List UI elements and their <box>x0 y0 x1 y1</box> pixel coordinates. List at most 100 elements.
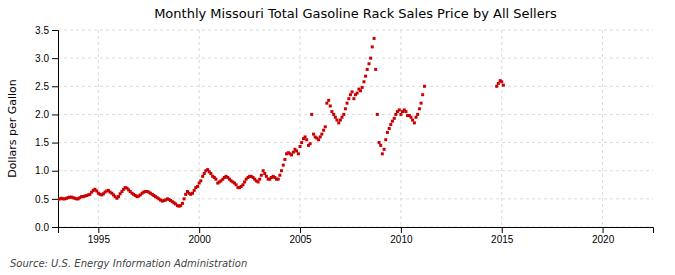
y-tick-mark <box>52 86 58 87</box>
point <box>191 192 194 195</box>
point <box>409 116 412 119</box>
point <box>351 90 354 93</box>
point <box>352 97 355 100</box>
point <box>199 179 202 182</box>
point <box>359 89 362 92</box>
point <box>418 107 421 110</box>
x-tick-label: 2010 <box>390 234 413 245</box>
point <box>262 169 265 172</box>
y-tick-label: 2.0 <box>35 109 49 120</box>
point <box>386 131 389 134</box>
y-tick-mark <box>52 58 58 59</box>
grid-line-x <box>98 30 99 227</box>
point <box>305 138 308 141</box>
point <box>416 113 419 116</box>
point <box>243 180 246 183</box>
x-tick-label: 1995 <box>88 234 111 245</box>
point <box>241 183 244 186</box>
grid-line-x <box>501 30 502 227</box>
grid-line-x <box>199 30 200 227</box>
point <box>378 141 381 144</box>
y-tick-label: 1.0 <box>35 165 49 176</box>
point <box>374 68 377 71</box>
x-tick: 2000 <box>189 227 212 245</box>
point <box>502 84 505 87</box>
point <box>368 62 371 65</box>
point <box>371 45 374 48</box>
points <box>58 37 505 208</box>
y-axis-line <box>52 31 59 228</box>
x-tick: 1995 <box>88 227 111 245</box>
y-tick-label: 3.5 <box>35 25 49 36</box>
grid-line-x <box>400 30 401 227</box>
point <box>117 195 120 198</box>
point <box>312 133 315 136</box>
point <box>389 123 392 126</box>
point <box>319 135 322 138</box>
point <box>309 142 312 145</box>
point <box>280 169 283 172</box>
y-tick-label: 3.0 <box>35 53 49 64</box>
point <box>373 37 376 40</box>
point <box>257 180 260 183</box>
point <box>334 116 337 119</box>
x-tick-mark <box>502 227 503 233</box>
point <box>300 141 303 144</box>
point <box>391 120 394 123</box>
point <box>184 193 187 196</box>
point <box>413 121 416 124</box>
y-tick-mark <box>52 227 58 228</box>
point <box>265 175 268 178</box>
point <box>347 97 350 100</box>
point <box>277 178 280 181</box>
point <box>201 175 204 178</box>
point <box>500 80 503 83</box>
point <box>329 104 332 107</box>
x-tick-label: 2015 <box>491 234 514 245</box>
source-note: Source: U.S. Energy Information Administ… <box>10 258 247 269</box>
point <box>399 113 402 116</box>
point <box>356 92 359 95</box>
y-tick: 0.5 <box>35 194 58 205</box>
y-tick: 2.5 <box>35 81 58 92</box>
y-tick: 1.5 <box>35 137 58 148</box>
point <box>344 107 347 110</box>
point <box>317 138 320 141</box>
point <box>209 172 212 175</box>
point <box>398 108 401 111</box>
plot: 1995200020052010201520200.00.51.01.52.02… <box>35 25 653 245</box>
y-tick-mark <box>52 199 58 200</box>
point <box>330 110 333 113</box>
point <box>497 82 500 85</box>
y-tick-label: 0.5 <box>35 194 49 205</box>
x-tick-label: 2005 <box>289 234 312 245</box>
point <box>384 138 387 141</box>
point <box>324 125 327 128</box>
point <box>361 86 364 89</box>
grid-line-y <box>58 198 653 199</box>
x-tick: 2005 <box>289 227 312 245</box>
point <box>297 152 300 155</box>
point <box>364 75 367 78</box>
x-tick: 2015 <box>491 227 514 245</box>
grid-line-x <box>300 30 301 227</box>
y-tick: 3.0 <box>35 53 58 64</box>
point <box>349 93 352 96</box>
y-axis: 0.00.51.01.52.02.53.03.5 <box>35 25 58 233</box>
point <box>282 164 285 167</box>
point <box>258 178 261 181</box>
point <box>376 113 379 116</box>
x-tick: 2010 <box>390 227 413 245</box>
y-tick-mark <box>52 171 58 172</box>
point <box>342 113 345 116</box>
y-axis-title: Dollars per Gallon <box>6 79 19 178</box>
y-tick: 3.5 <box>35 25 58 36</box>
y-tick-label: 2.5 <box>35 81 49 92</box>
x-tick-mark <box>401 227 402 233</box>
point <box>346 102 349 105</box>
point <box>421 93 424 96</box>
grid-line-x <box>602 30 603 227</box>
point <box>332 113 335 116</box>
point <box>214 178 217 181</box>
y-tick-mark <box>52 114 58 115</box>
